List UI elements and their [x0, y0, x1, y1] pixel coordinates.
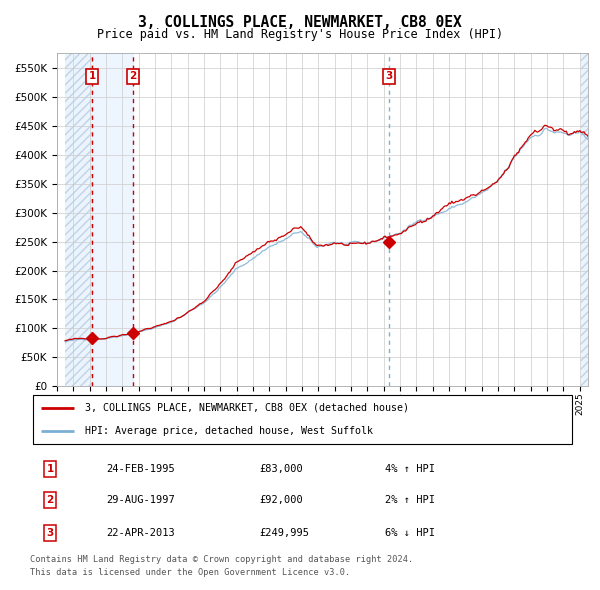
Text: Contains HM Land Registry data © Crown copyright and database right 2024.: Contains HM Land Registry data © Crown c… — [30, 555, 413, 563]
Text: 3: 3 — [385, 71, 392, 81]
Text: 29-AUG-1997: 29-AUG-1997 — [106, 495, 175, 505]
Bar — [92, 53, 133, 386]
Text: £92,000: £92,000 — [259, 495, 303, 505]
Text: 1: 1 — [89, 71, 96, 81]
Bar — [581, 53, 588, 386]
Text: 2% ↑ HPI: 2% ↑ HPI — [385, 495, 435, 505]
FancyBboxPatch shape — [33, 395, 572, 444]
Text: £83,000: £83,000 — [259, 464, 303, 474]
Text: 2: 2 — [47, 495, 54, 505]
Text: 3, COLLINGS PLACE, NEWMARKET, CB8 0EX: 3, COLLINGS PLACE, NEWMARKET, CB8 0EX — [138, 15, 462, 30]
Text: 4% ↑ HPI: 4% ↑ HPI — [385, 464, 435, 474]
Text: 3: 3 — [47, 528, 54, 538]
Text: 1: 1 — [47, 464, 54, 474]
Bar — [65, 53, 92, 386]
Text: 6% ↓ HPI: 6% ↓ HPI — [385, 528, 435, 538]
Text: HPI: Average price, detached house, West Suffolk: HPI: Average price, detached house, West… — [85, 427, 373, 437]
Text: 24-FEB-1995: 24-FEB-1995 — [106, 464, 175, 474]
Text: Price paid vs. HM Land Registry's House Price Index (HPI): Price paid vs. HM Land Registry's House … — [97, 28, 503, 41]
Text: 2: 2 — [130, 71, 137, 81]
Text: 22-APR-2013: 22-APR-2013 — [106, 528, 175, 538]
Text: £249,995: £249,995 — [259, 528, 310, 538]
Text: 3, COLLINGS PLACE, NEWMARKET, CB8 0EX (detached house): 3, COLLINGS PLACE, NEWMARKET, CB8 0EX (d… — [85, 402, 409, 412]
Text: This data is licensed under the Open Government Licence v3.0.: This data is licensed under the Open Gov… — [30, 568, 350, 576]
